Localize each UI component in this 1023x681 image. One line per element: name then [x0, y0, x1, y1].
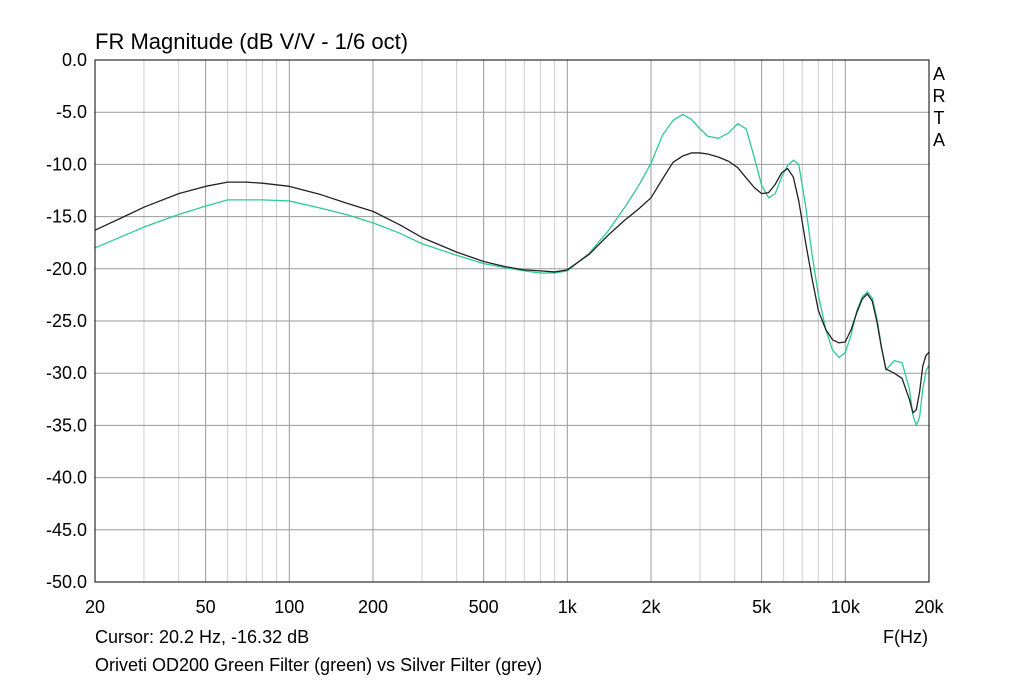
series-line-green — [94, 113, 930, 427]
cursor-readout: Cursor: 20.2 Hz, -16.32 dB — [95, 627, 309, 647]
x-tick-label: 2k — [641, 597, 661, 617]
y-tick-label: -30.0 — [46, 363, 87, 383]
x-tick-labels: 20 50 100 200 500 1k 2k 5k 10k 20k — [85, 597, 945, 617]
x-tick-label: 20k — [914, 597, 944, 617]
watermark-letter: T — [934, 108, 945, 128]
series-layer — [94, 113, 930, 427]
plot-frame — [94, 59, 930, 583]
x-tick-label: 1k — [558, 597, 578, 617]
x-tick-label: 5k — [752, 597, 772, 617]
y-tick-label: -50.0 — [46, 572, 87, 592]
y-tick-label: -15.0 — [46, 207, 87, 227]
y-tick-label: -45.0 — [46, 520, 87, 540]
x-tick-label: 100 — [274, 597, 304, 617]
watermark-letter: A — [933, 130, 945, 150]
watermark-letter: A — [933, 64, 945, 84]
x-tick-label: 50 — [196, 597, 216, 617]
y-tick-label: -35.0 — [46, 415, 87, 435]
x-tick-label: 20 — [85, 597, 105, 617]
x-axis-label: F(Hz) — [883, 627, 928, 647]
y-tick-label: -25.0 — [46, 311, 87, 331]
y-tick-labels: 0.0 -5.0 -10.0 -15.0 -20.0 -25.0 -30.0 -35.0 -40… — [46, 50, 87, 592]
y-tick-label: -20.0 — [46, 259, 87, 279]
series-line-grey — [94, 152, 930, 414]
y-tick-label: 0.0 — [62, 50, 87, 70]
chart-title: FR Magnitude (dB V/V - 1/6 oct) — [95, 29, 408, 54]
x-tick-label: 500 — [469, 597, 499, 617]
y-tick-label: -10.0 — [46, 154, 87, 174]
x-tick-label: 10k — [831, 597, 861, 617]
y-tick-label: -5.0 — [56, 102, 87, 122]
y-tick-label: -40.0 — [46, 468, 87, 488]
watermark-letter: R — [933, 86, 946, 106]
chart-caption: Oriveti OD200 Green Filter (green) vs Si… — [95, 655, 542, 675]
x-tick-label: 200 — [358, 597, 388, 617]
